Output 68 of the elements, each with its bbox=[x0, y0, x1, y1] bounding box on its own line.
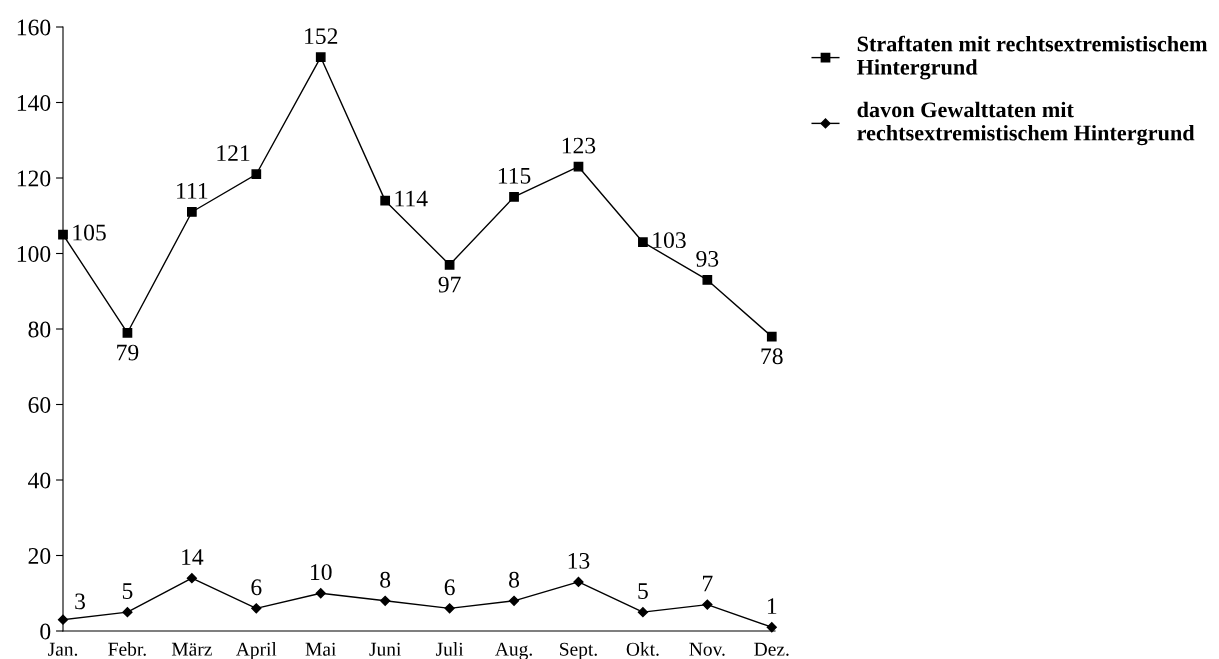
x-tick-label: Juli bbox=[435, 642, 464, 656]
point bbox=[702, 599, 713, 610]
data-label: 97 bbox=[438, 276, 461, 293]
data-label: 78 bbox=[761, 348, 783, 365]
point bbox=[380, 595, 391, 606]
data-label: 10 bbox=[311, 564, 332, 581]
y-tick-label: 160 bbox=[17, 19, 51, 36]
data-label: 14 bbox=[182, 549, 204, 565]
data-label: 8 bbox=[509, 571, 520, 588]
y-tick-label: 100 bbox=[17, 245, 51, 262]
point bbox=[702, 275, 713, 285]
y-tick-label: 60 bbox=[28, 396, 51, 413]
data-label: 93 bbox=[696, 250, 719, 267]
x-tick-label: Dez. bbox=[754, 642, 789, 656]
point bbox=[766, 331, 777, 342]
x-tick-label: Juni bbox=[369, 642, 402, 656]
x-tick-label: Mai bbox=[305, 642, 337, 656]
data-label: 121 bbox=[217, 145, 250, 161]
x-tick-label: Aug. bbox=[495, 642, 532, 659]
x-tick-label: April bbox=[235, 642, 277, 659]
point bbox=[573, 161, 584, 172]
point bbox=[315, 588, 326, 599]
point bbox=[122, 607, 133, 618]
point bbox=[508, 595, 520, 606]
y-tick-label: 80 bbox=[28, 321, 51, 338]
data-label: 114 bbox=[395, 190, 428, 207]
point bbox=[380, 195, 391, 206]
data-label: 8 bbox=[380, 571, 391, 588]
x-tick-label: Jan. bbox=[48, 642, 78, 656]
point bbox=[315, 52, 326, 63]
legend-label: Straftaten mit rechtsextremistischem Hintergrund bbox=[856, 35, 1208, 80]
point bbox=[187, 207, 197, 217]
data-label: 3 bbox=[75, 593, 85, 610]
x-tick-label: Febr. bbox=[108, 642, 146, 656]
x-tick-label: Nov. bbox=[689, 642, 725, 656]
point bbox=[444, 259, 455, 270]
data-label: 115 bbox=[498, 167, 531, 184]
x-tick-label: Sept. bbox=[560, 642, 597, 659]
data-label: 13 bbox=[568, 552, 590, 569]
data-label: 6 bbox=[251, 579, 262, 596]
data-label: 79 bbox=[117, 344, 139, 361]
data-label: 5 bbox=[122, 583, 133, 599]
y-tick-label: 20 bbox=[28, 547, 51, 564]
data-label: 1 bbox=[767, 598, 777, 614]
point bbox=[509, 192, 519, 202]
point bbox=[638, 237, 648, 248]
data-label: 103 bbox=[653, 232, 686, 249]
point bbox=[573, 576, 584, 588]
y-tick-label: 40 bbox=[28, 472, 51, 489]
data-label: 111 bbox=[177, 183, 208, 199]
data-label: 123 bbox=[562, 137, 596, 154]
y-tick-label: 120 bbox=[17, 170, 51, 187]
point bbox=[637, 607, 649, 618]
x-tick-label: März bbox=[171, 642, 212, 656]
legend-label: davon Gewalttaten mit rechtsextremistischem Hintergrund bbox=[857, 101, 1195, 146]
point bbox=[444, 603, 455, 614]
point bbox=[122, 327, 133, 338]
data-label: 6 bbox=[444, 579, 455, 596]
x-tick-label: Okt. bbox=[626, 642, 659, 656]
data-label: 5 bbox=[638, 583, 648, 599]
point bbox=[251, 603, 262, 614]
data-label: 7 bbox=[703, 575, 713, 592]
y-tick-label: 0 bbox=[40, 623, 51, 640]
point bbox=[251, 169, 262, 180]
y-tick-label: 140 bbox=[17, 94, 51, 111]
data-label: 152 bbox=[305, 28, 338, 45]
point bbox=[186, 573, 197, 584]
data-label: 105 bbox=[73, 224, 106, 241]
